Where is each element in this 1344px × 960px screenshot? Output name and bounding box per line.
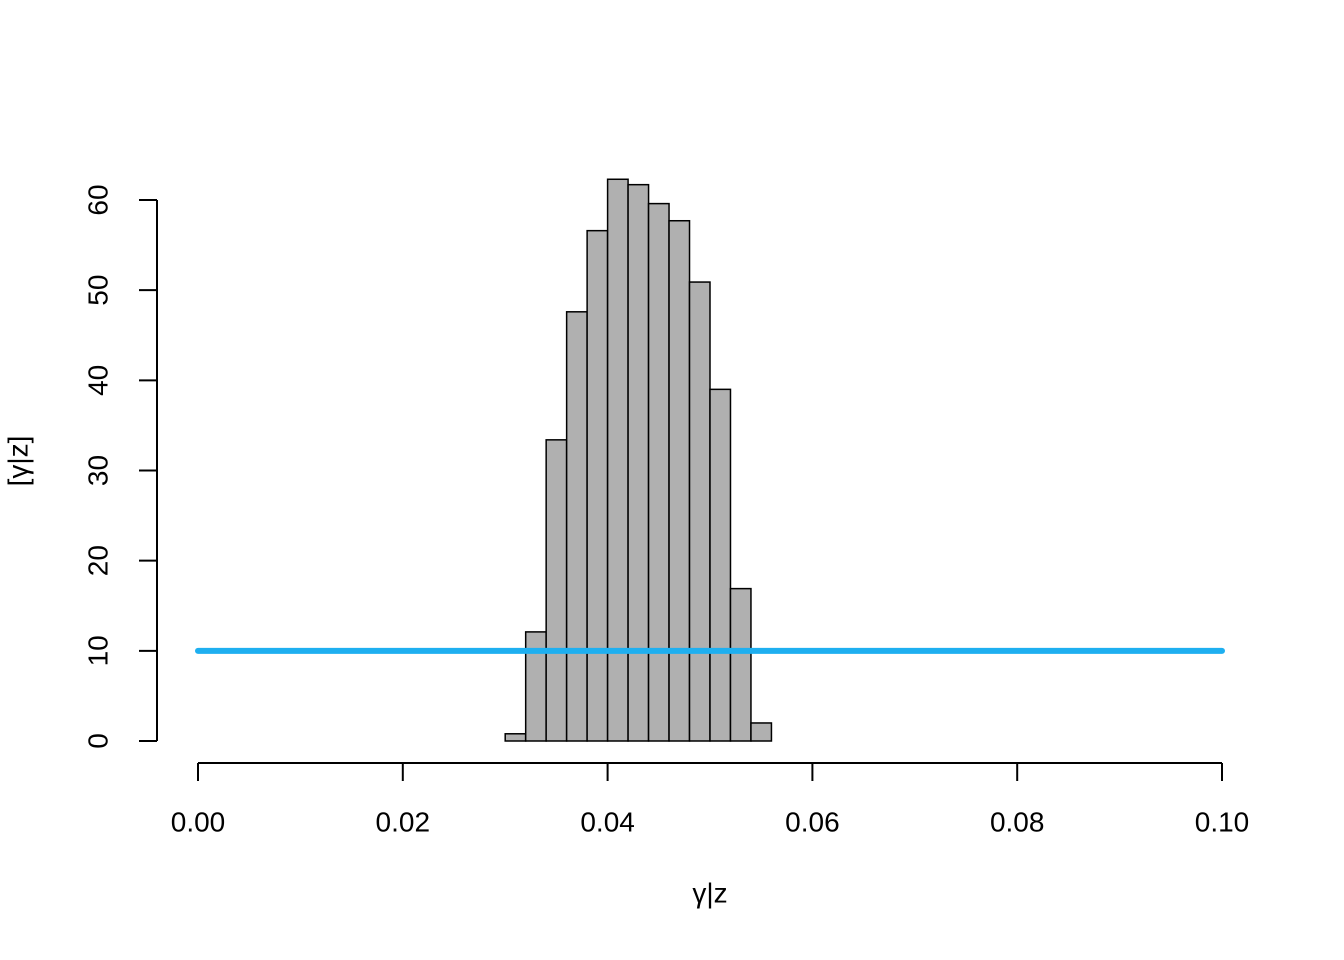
x-tick-label: 0.02 — [376, 806, 431, 837]
y-tick-label: 20 — [82, 545, 113, 576]
bar — [750, 722, 773, 742]
y-tick-label: 30 — [82, 455, 113, 486]
bar — [565, 311, 588, 742]
bar — [545, 439, 568, 742]
bar — [688, 281, 711, 742]
x-tick-label: 0.08 — [990, 806, 1045, 837]
bar — [606, 178, 629, 742]
bar — [504, 733, 527, 742]
y-tick-label: 50 — [82, 275, 113, 306]
x-axis-label: γ|z — [692, 877, 727, 908]
bar — [586, 229, 609, 742]
x-tick-label: 0.06 — [785, 806, 840, 837]
bar — [627, 183, 650, 742]
y-tick-label: 40 — [82, 365, 113, 396]
bar — [729, 587, 752, 742]
y-tick-label: 60 — [82, 184, 113, 215]
bar — [647, 202, 670, 742]
x-tick-label: 0.00 — [171, 806, 226, 837]
bar — [668, 219, 691, 742]
x-tick-label: 0.04 — [580, 806, 635, 837]
bar — [709, 388, 732, 742]
x-tick-label: 0.10 — [1195, 806, 1250, 837]
y-axis-label: [γ|z] — [2, 436, 33, 487]
y-tick-label: 10 — [82, 635, 113, 666]
y-tick-label: 0 — [82, 733, 113, 749]
